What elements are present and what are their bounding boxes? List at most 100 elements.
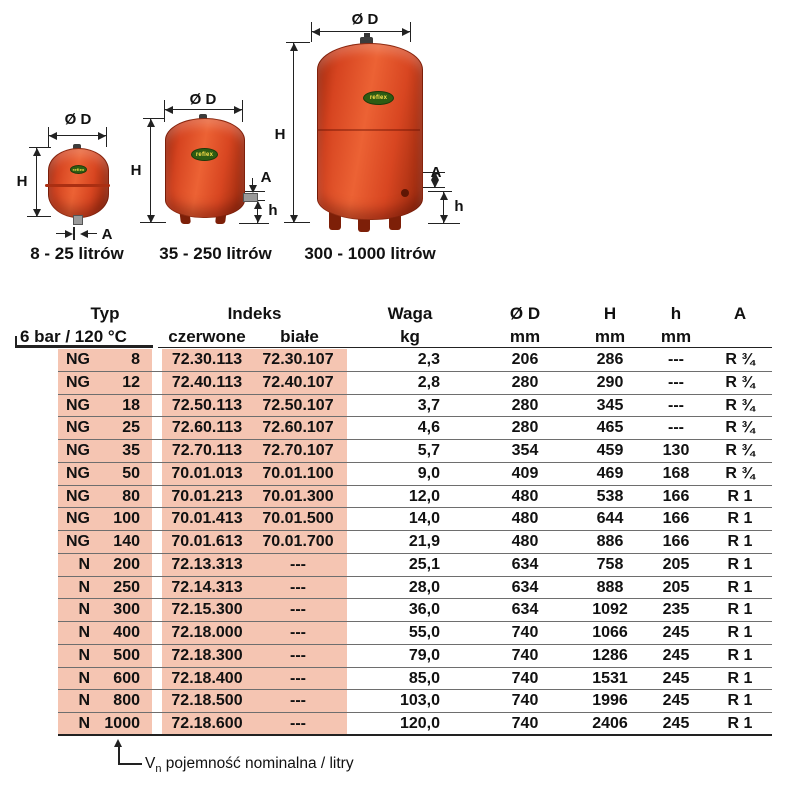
col-header-pressure-temp: 6 bar / 120 °C <box>20 327 127 346</box>
connection-value: R ¾ <box>725 373 755 391</box>
tank-body <box>48 148 109 218</box>
table-row: NG 8 72.30.113 72.30.107 2,3 206 286 ---… <box>58 349 772 372</box>
indeks-czerwone-value: 72.50.113 <box>171 396 243 414</box>
connection-value: R 1 <box>727 646 753 664</box>
dim-tick <box>428 191 452 192</box>
dim-label-h: h <box>268 202 278 219</box>
col-header-diameter: Ø D <box>509 304 541 323</box>
indeks-czerwone-value: 72.40.113 <box>171 373 243 391</box>
dim-tick <box>311 22 312 42</box>
arrow-down-icon <box>254 215 262 223</box>
indeks-cell-background <box>162 576 347 599</box>
col-header-waga: Waga <box>387 304 433 323</box>
arrow-up-icon <box>254 201 262 209</box>
typ-size: 800 <box>113 692 140 710</box>
table-row: N 300 72.15.300 --- 36,0 634 1092 235 R … <box>58 599 772 622</box>
indeks-czerwone-value: 70.01.213 <box>171 487 243 505</box>
height-value: 465 <box>596 419 624 437</box>
h-value: 166 <box>662 487 690 505</box>
typ-size: 1000 <box>104 715 140 732</box>
diameter-value: 409 <box>511 464 539 482</box>
typ-cell-background <box>58 349 152 371</box>
reflex-logo: reflex <box>191 148 218 161</box>
typ-cell-background <box>58 599 152 621</box>
typ-cell-background <box>58 394 152 417</box>
col-header-waga-unit: kg <box>400 327 420 346</box>
typ-cell-background <box>58 576 152 599</box>
height-value: 1996 <box>592 692 628 710</box>
table-row: N 500 72.18.300 --- 79,0 740 1286 245 R … <box>58 644 772 668</box>
indeks-biale-value: 72.50.107 <box>262 396 334 414</box>
connection-value: R 1 <box>727 692 753 710</box>
indeks-cell-background <box>162 417 347 439</box>
indeks-czerwone-value: 72.18.000 <box>171 624 243 641</box>
waga-value: 55,0 <box>408 624 440 641</box>
tank-valve <box>360 37 373 46</box>
indeks-biale-value: --- <box>290 624 306 641</box>
spec-table-body: NG 8 72.30.113 72.30.107 2,3 206 286 ---… <box>58 349 772 736</box>
dim-label-diameter: Ø D <box>64 111 92 128</box>
indeks-biale-value: 72.60.107 <box>262 419 334 437</box>
table-row: NG 80 70.01.213 70.01.300 12,0 480 538 1… <box>58 485 772 509</box>
typ-prefix: N <box>78 669 90 687</box>
arrow-up-icon <box>431 172 439 180</box>
arrow-left-icon <box>165 106 173 114</box>
dim-line-h <box>443 192 444 223</box>
typ-prefix: N <box>78 692 90 710</box>
typ-prefix: NG <box>66 442 90 459</box>
col-header-h-unit: mm <box>660 327 692 346</box>
tank-seam <box>318 129 420 131</box>
typ-size: 8 <box>131 351 140 368</box>
tank-flange-seam <box>45 184 110 187</box>
table-row: N 1000 72.18.600 --- 120,0 740 2406 245 … <box>58 713 772 736</box>
arrow-down-icon <box>249 185 257 193</box>
diameter-value: 740 <box>511 669 539 687</box>
diameter-value: 740 <box>511 646 539 664</box>
table-row: N 250 72.14.313 --- 28,0 634 888 205 R 1 <box>58 576 772 600</box>
dim-line-connection <box>252 178 253 190</box>
col-header-typ: Typ <box>90 304 120 323</box>
dim-tick <box>73 227 75 240</box>
dim-tick <box>48 127 49 147</box>
indeks-czerwone-value: 70.01.613 <box>171 533 243 550</box>
diameter-value: 480 <box>511 510 539 528</box>
dim-line-height <box>36 148 37 217</box>
typ-size: 140 <box>113 533 140 550</box>
height-value: 1066 <box>592 624 628 641</box>
dim-tick <box>27 216 51 217</box>
connection-value: R ¾ <box>725 351 755 368</box>
dim-tick <box>428 223 460 224</box>
height-value: 286 <box>596 351 624 368</box>
typ-size: 25 <box>122 419 140 437</box>
typ-prefix: N <box>78 646 90 664</box>
arrow-down-icon <box>431 180 439 188</box>
dim-label-height: H <box>16 173 28 190</box>
arrow-down-icon <box>440 215 448 223</box>
arrow-down-icon <box>147 215 155 223</box>
indeks-cell-background <box>162 690 347 712</box>
height-value: 886 <box>596 533 624 550</box>
typ-prefix: NG <box>66 351 90 368</box>
indeks-czerwone-value: 72.30.113 <box>171 351 243 368</box>
dim-label-diameter: Ø D <box>189 91 217 108</box>
waga-value: 14,0 <box>408 510 440 528</box>
tank-valve-knob <box>364 33 370 38</box>
indeks-czerwone-value: 72.18.600 <box>171 715 243 732</box>
typ-prefix: N <box>78 715 90 732</box>
h-value: 166 <box>662 533 690 550</box>
indeks-biale-value: 70.01.700 <box>262 533 334 550</box>
footnote-text: Vn pojemność nominalna / litry <box>145 755 354 775</box>
connection-value: R ¾ <box>725 442 755 459</box>
typ-prefix: NG <box>66 373 90 391</box>
indeks-cell-background <box>162 622 347 644</box>
typ-cell-background <box>58 690 152 712</box>
table-row: NG 12 72.40.113 72.40.107 2,8 280 290 --… <box>58 371 772 395</box>
table-row: NG 35 72.70.113 72.70.107 5,7 354 459 13… <box>58 440 772 463</box>
typ-cell-background <box>58 485 152 508</box>
connection-value: R 1 <box>727 487 753 505</box>
indeks-czerwone-value: 70.01.013 <box>171 464 243 482</box>
h-value: 245 <box>662 624 690 641</box>
height-value: 1092 <box>592 601 628 619</box>
waga-value: 9,0 <box>417 464 440 482</box>
diameter-value: 740 <box>511 715 539 732</box>
